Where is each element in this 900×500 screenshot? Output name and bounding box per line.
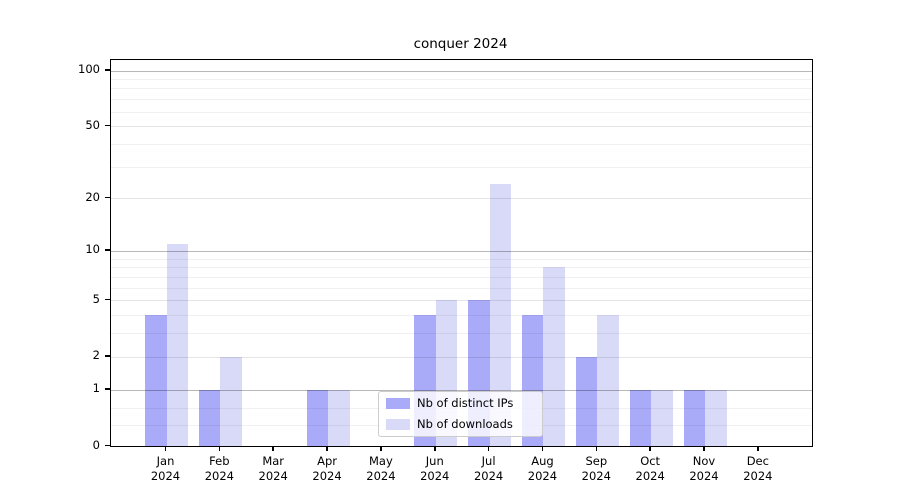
bar-downloads-apr <box>328 389 350 446</box>
legend-item-distinct-ips: Nb of distinct IPs <box>386 397 534 410</box>
x-tick-label-aug: Aug 2024 <box>527 454 558 483</box>
x-tick-may <box>380 446 382 451</box>
gridline-y-100 <box>111 70 812 72</box>
x-tick-jul <box>487 446 490 451</box>
gridline-y-4 <box>111 315 812 317</box>
y-tick-label-2: 2 <box>92 348 100 363</box>
y-tick-1 <box>105 388 110 390</box>
x-tick-label-mar: Mar 2024 <box>258 454 288 483</box>
bar-downloads-jul <box>489 184 512 446</box>
y-tick-label-100: 100 <box>78 62 100 76</box>
legend: Nb of distinct IPs Nb of downloads <box>378 391 543 437</box>
y-tick-label-1: 1 <box>92 381 100 396</box>
x-tick-label-jul: Jul 2024 <box>473 454 504 483</box>
gridline-y-30 <box>111 166 812 168</box>
x-tick-feb <box>218 446 221 451</box>
y-tick-2 <box>105 355 110 357</box>
x-tick-dec <box>757 446 759 451</box>
x-tick-label-oct: Oct 2024 <box>635 454 665 483</box>
legend-label-downloads: Nb of downloads <box>417 417 513 431</box>
x-tick-label-may: May 2024 <box>366 454 396 483</box>
y-tick-label-20: 20 <box>85 189 100 204</box>
bar-distinct-ips-oct <box>629 389 652 446</box>
gridline-y-8 <box>111 267 812 269</box>
x-tick-label-feb: Feb 2024 <box>204 454 234 483</box>
plot-area: Nb of distinct IPs Nb of downloads <box>110 59 813 447</box>
y-tick-0 <box>105 444 110 446</box>
bar-downloads-sep <box>597 315 619 446</box>
x-tick-jan <box>164 446 167 451</box>
y-tick-label-50: 50 <box>85 117 100 132</box>
x-tick-label-nov: Nov 2024 <box>689 454 719 483</box>
bar-distinct-ips-nov <box>683 389 705 446</box>
y-tick-label-10: 10 <box>85 242 100 257</box>
x-tick-label-sep: Sep 2024 <box>581 454 611 483</box>
gridline-y-20 <box>111 198 812 200</box>
y-tick-5 <box>105 298 110 301</box>
y-tick-10 <box>105 249 110 251</box>
gridline-y-1 <box>111 389 812 392</box>
x-tick-aug <box>541 446 544 451</box>
y-tick-20 <box>105 196 110 199</box>
gridline-y-70 <box>111 99 812 101</box>
gridline-y-9 <box>111 258 812 260</box>
gridline-y-7 <box>111 276 812 278</box>
gridline-y-80 <box>111 88 812 90</box>
gridline-y-6 <box>111 287 812 289</box>
distinct-ips-swatch-icon <box>386 398 410 409</box>
gridline-y-90 <box>111 78 812 80</box>
gridline-y-10 <box>111 250 812 253</box>
x-tick-label-jun: Jun 2024 <box>420 454 450 483</box>
legend-item-downloads: Nb of downloads <box>386 418 534 431</box>
chart-title: conquer 2024 <box>413 36 508 52</box>
x-tick-sep <box>595 446 598 451</box>
gridline-y-40 <box>111 143 812 145</box>
y-tick-50 <box>105 124 110 127</box>
x-tick-nov <box>703 446 705 451</box>
x-tick-oct <box>649 446 651 451</box>
gridline-y-50 <box>111 126 812 128</box>
y-tick-100 <box>105 69 110 71</box>
gridline-y-5 <box>111 300 812 302</box>
x-tick-jun <box>434 446 436 451</box>
bar-downloads-oct <box>651 389 673 446</box>
x-tick-label-jan: Jan 2024 <box>150 454 181 483</box>
bar-distinct-ips-sep <box>575 356 598 446</box>
bar-downloads-nov <box>705 389 727 446</box>
bar-distinct-ips-apr <box>306 389 329 446</box>
x-tick-apr <box>326 446 328 451</box>
bar-downloads-aug <box>543 267 565 446</box>
x-tick-label-apr: Apr 2024 <box>312 454 342 483</box>
y-tick-label-5: 5 <box>92 291 100 306</box>
x-tick-label-dec: Dec 2024 <box>743 454 773 483</box>
bar-downloads-feb <box>220 356 242 446</box>
downloads-swatch-icon <box>386 419 410 430</box>
gridline-y-60 <box>111 111 812 113</box>
bar-distinct-ips-jan <box>145 315 167 446</box>
gridline-y-3 <box>111 333 812 335</box>
gridline-y-2 <box>111 356 812 358</box>
y-tick-label-0: 0 <box>92 437 100 452</box>
legend-label-distinct-ips: Nb of distinct IPs <box>417 396 514 410</box>
bar-downloads-jan <box>166 243 188 446</box>
x-tick-mar <box>272 446 274 451</box>
bar-distinct-ips-feb <box>198 389 221 446</box>
